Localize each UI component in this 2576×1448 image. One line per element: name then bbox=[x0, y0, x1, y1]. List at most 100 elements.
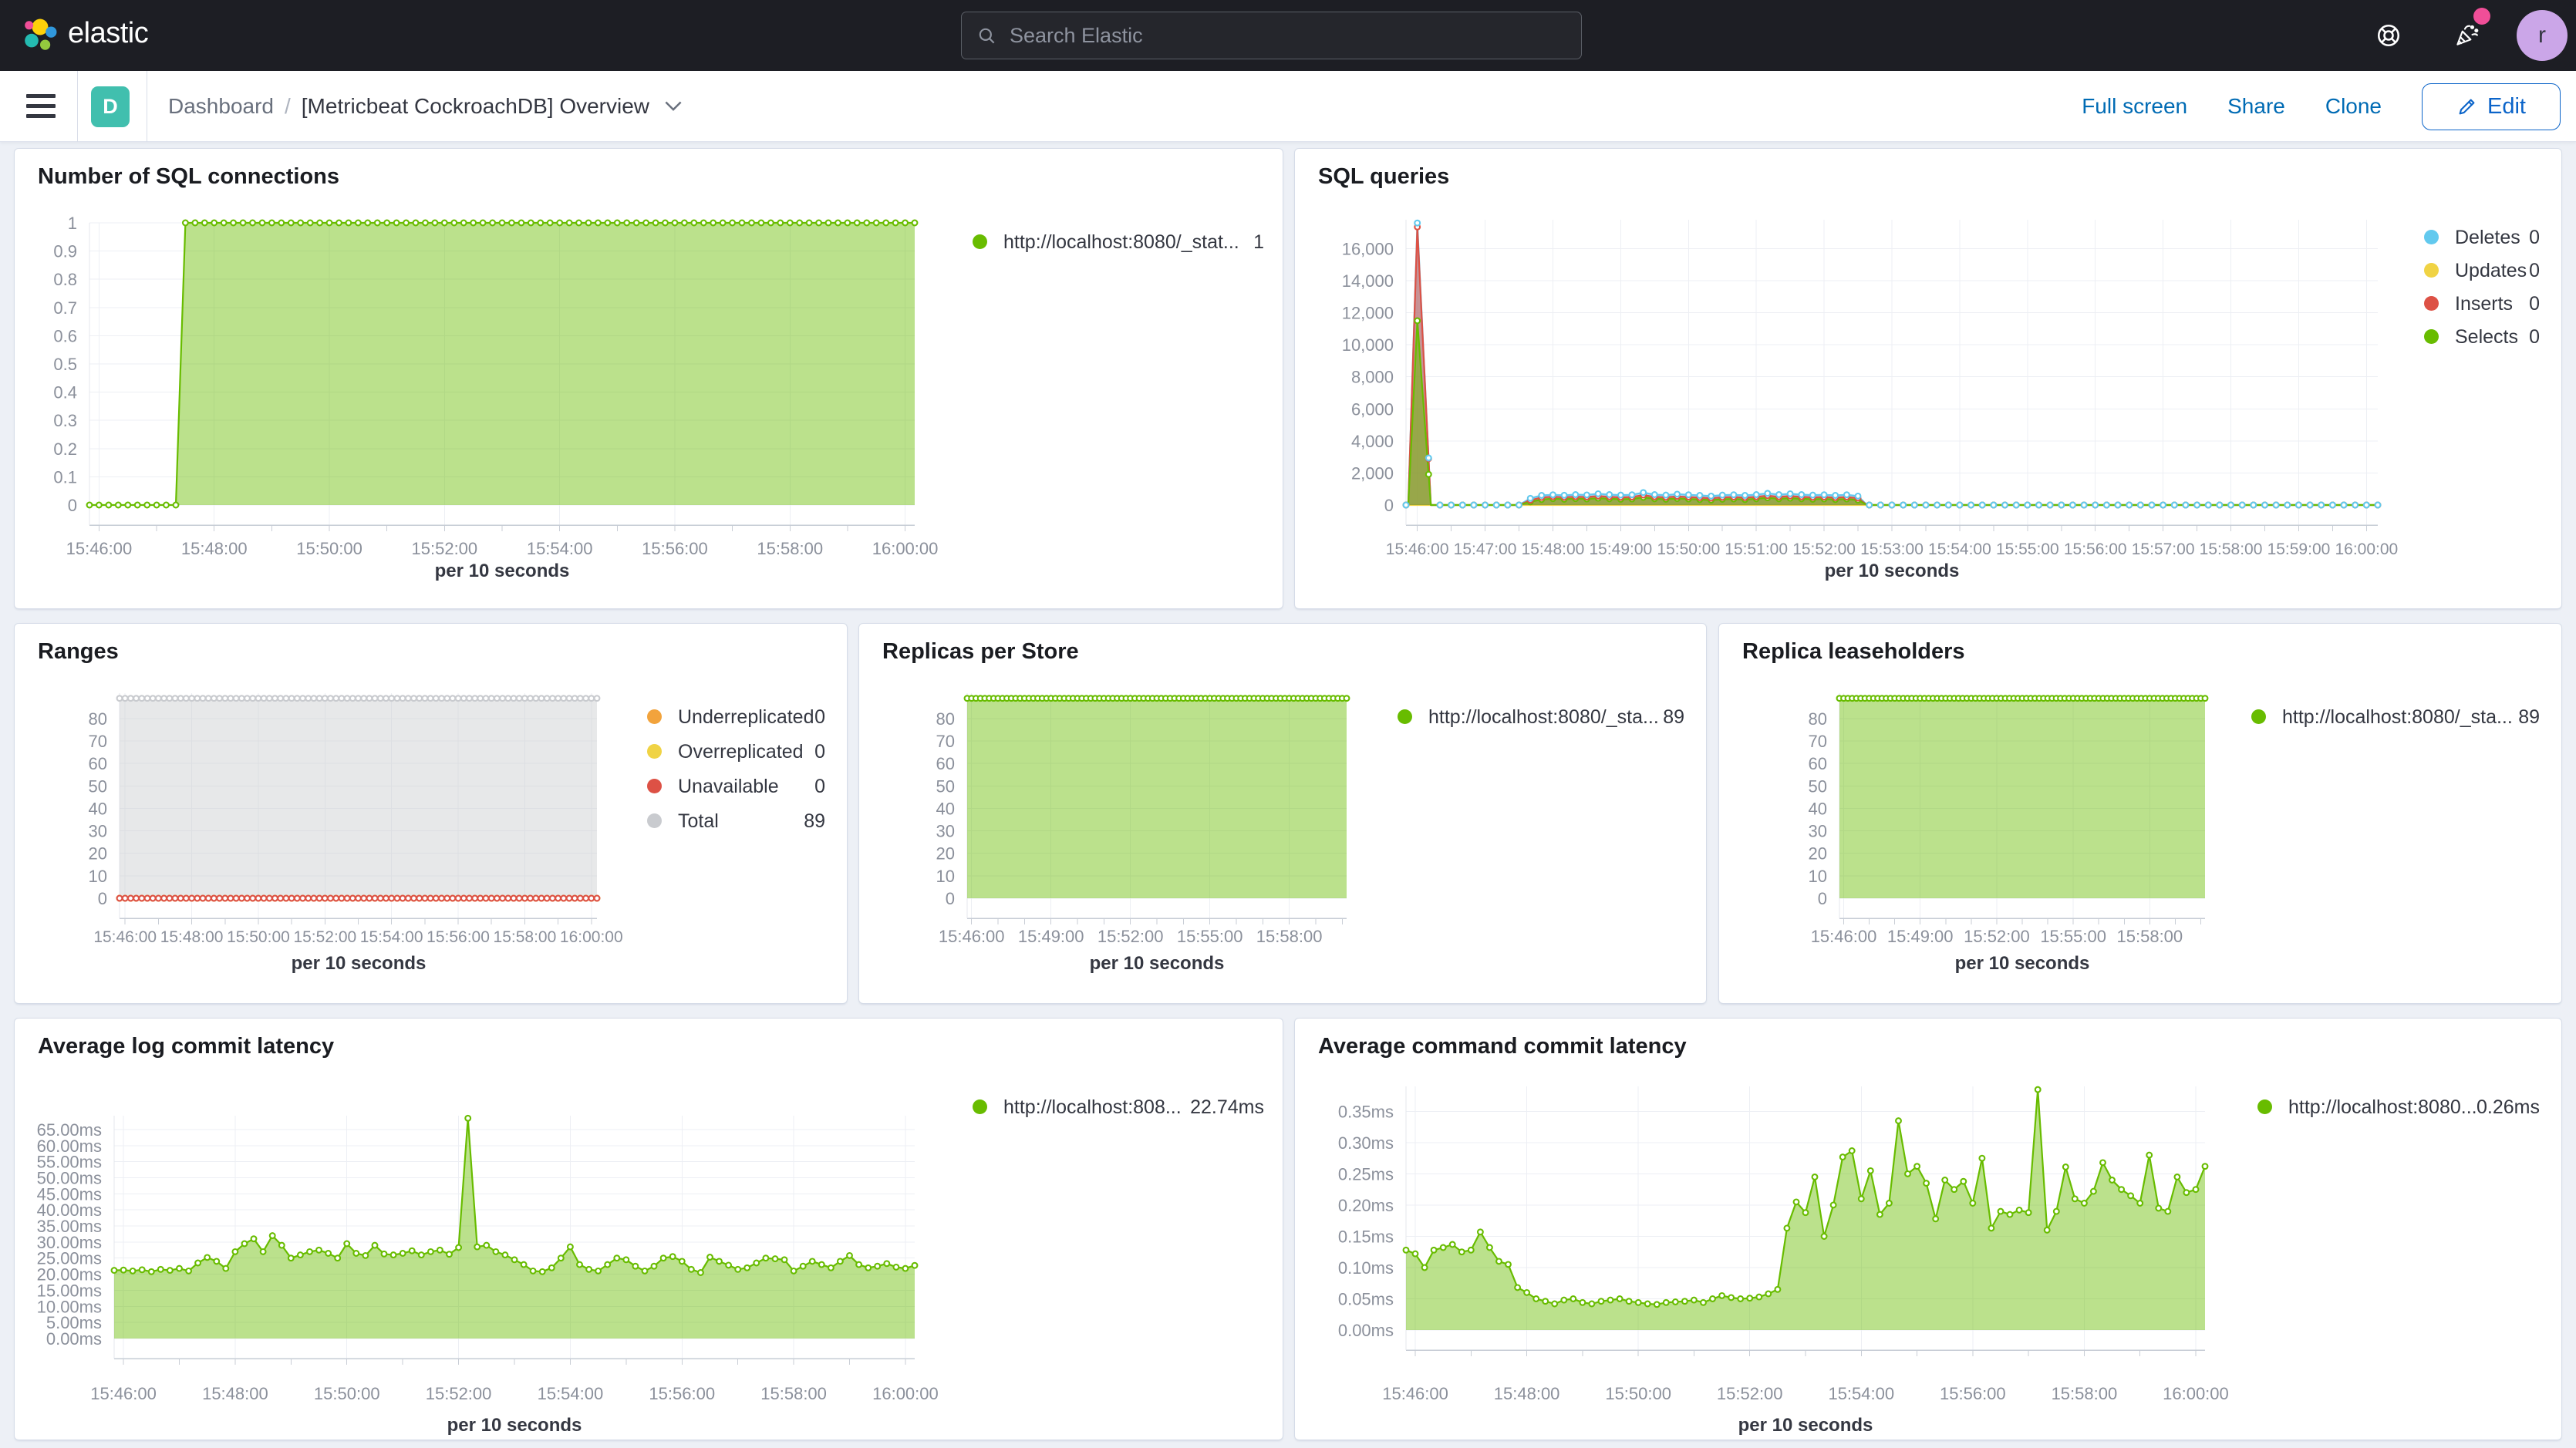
legend-item[interactable]: Updates 0 bbox=[1295, 258, 2563, 284]
data-marker bbox=[343, 1240, 351, 1248]
legend-item[interactable]: Overreplicated 0 bbox=[15, 739, 848, 765]
legend-item[interactable]: Inserts 0 bbox=[1295, 291, 2563, 317]
y-tick-label: 0.15ms bbox=[1338, 1227, 1394, 1246]
data-marker bbox=[576, 1261, 583, 1268]
data-marker bbox=[1411, 1250, 1419, 1258]
data-marker bbox=[1650, 491, 1658, 498]
data-marker bbox=[659, 1254, 667, 1262]
y-tick-label: 0.9 bbox=[53, 242, 77, 261]
data-marker bbox=[1774, 1285, 1782, 1293]
data-marker bbox=[835, 219, 841, 227]
data-marker bbox=[2146, 1151, 2153, 1159]
data-marker bbox=[892, 1263, 900, 1271]
data-marker bbox=[403, 219, 410, 227]
legend-item[interactable]: Total 89 bbox=[15, 808, 848, 834]
data-marker bbox=[2092, 501, 2099, 509]
legend-item[interactable]: http://localhost:8080/_sta... 89 bbox=[1719, 704, 2563, 730]
clone-button[interactable]: Clone bbox=[2325, 94, 2382, 118]
x-tick-label: 15:52:00 bbox=[1097, 927, 1164, 946]
y-tick-label: 10,000 bbox=[1342, 335, 1394, 355]
x-tick-label: 15:49:00 bbox=[1887, 927, 1954, 946]
data-marker bbox=[2216, 501, 2224, 509]
share-button[interactable]: Share bbox=[2227, 94, 2285, 118]
data-marker bbox=[911, 219, 919, 227]
data-marker bbox=[474, 1243, 481, 1251]
data-marker bbox=[1597, 1298, 1605, 1305]
data-marker bbox=[427, 894, 434, 902]
data-marker bbox=[613, 219, 621, 227]
y-tick-label: 12,000 bbox=[1342, 304, 1394, 323]
breadcrumb-dashboard-link[interactable]: Dashboard bbox=[168, 94, 274, 118]
data-marker bbox=[171, 695, 179, 702]
user-avatar[interactable]: r bbox=[2517, 10, 2568, 61]
data-marker bbox=[1997, 1207, 2004, 1215]
legend-item[interactable]: http://localhost:8080... 0.26ms bbox=[1295, 1094, 2563, 1120]
series-area bbox=[967, 698, 1347, 898]
elastic-logo-icon[interactable] bbox=[23, 19, 57, 52]
data-marker bbox=[595, 1267, 602, 1275]
global-search-input[interactable] bbox=[1010, 12, 1565, 59]
data-marker bbox=[216, 894, 224, 902]
sql-queries-chart[interactable]: 16,000 14,000 12,000 10,000 8,000 6,000 4,000 2… bbox=[1295, 149, 2563, 610]
help-icon[interactable] bbox=[2375, 22, 2402, 49]
y-tick-label: 0.00ms bbox=[46, 1329, 102, 1349]
data-marker bbox=[510, 894, 518, 902]
x-tick-label: 15:50:00 bbox=[1657, 540, 1720, 558]
newsfeed-party-icon[interactable] bbox=[2453, 22, 2479, 49]
data-marker bbox=[1674, 490, 1681, 498]
panel-sql-connections: Number of SQL connections 1 0.9 0.8 0.7 0.6 0… bbox=[14, 148, 1283, 609]
x-axis-label: per 10 seconds bbox=[1738, 1415, 1873, 1436]
data-marker bbox=[2183, 1189, 2190, 1197]
data-marker bbox=[853, 219, 861, 227]
data-marker bbox=[268, 219, 275, 227]
legend-item[interactable]: http://localhost:8080/_stat... 1 bbox=[15, 229, 1284, 255]
command-commit-latency-chart[interactable]: 0.35ms 0.30ms 0.25ms 0.20ms 0.15ms 0.10ms 0.05… bbox=[1295, 1019, 2563, 1441]
replicas-per-store-chart[interactable]: 80 70 60 50 40 30 20 10 0 15:46:00 15:49:00 15:52:0… bbox=[859, 624, 1708, 1005]
sql-connections-chart[interactable]: 1 0.9 0.8 0.7 0.6 0.5 0.4 0.3 0.2 0.1 0 15:46:00 15:… bbox=[15, 149, 1284, 610]
legend-item[interactable]: Selects 0 bbox=[1295, 324, 2563, 350]
y-tick-label: 80 bbox=[89, 709, 107, 729]
legend-item[interactable]: http://localhost:8080/_sta... 89 bbox=[859, 704, 1708, 730]
x-tick-label: 15:56:00 bbox=[642, 539, 708, 558]
data-marker bbox=[1495, 1258, 1502, 1265]
data-marker bbox=[576, 695, 584, 702]
data-marker bbox=[511, 1256, 518, 1264]
data-marker bbox=[241, 1240, 248, 1248]
legend-item[interactable]: Unavailable 0 bbox=[15, 773, 848, 800]
replica-leaseholders-chart[interactable]: 80 70 60 50 40 30 20 10 0 15:46:00 15:49:00 15:52:0… bbox=[1719, 624, 2563, 1005]
data-marker bbox=[133, 695, 140, 702]
y-tick-label: 25.00ms bbox=[37, 1249, 102, 1268]
legend-item[interactable]: Underreplicated 0 bbox=[15, 704, 848, 730]
data-marker bbox=[585, 1265, 593, 1273]
data-marker bbox=[1944, 501, 1952, 509]
data-marker bbox=[297, 219, 305, 227]
full-screen-button[interactable]: Full screen bbox=[2082, 94, 2188, 118]
dashboard-app-badge[interactable]: D bbox=[91, 86, 130, 127]
legend-item[interactable]: http://localhost:808... 22.74ms bbox=[15, 1094, 1284, 1120]
data-marker bbox=[147, 1268, 155, 1275]
data-marker bbox=[2089, 1187, 2097, 1195]
y-tick-label: 0.05ms bbox=[1338, 1289, 1394, 1308]
data-marker bbox=[464, 1114, 472, 1122]
menu-icon[interactable] bbox=[26, 91, 56, 120]
data-marker bbox=[222, 1264, 230, 1272]
y-tick-label: 50 bbox=[89, 776, 107, 796]
x-tick-label: 15:58:00 bbox=[760, 1384, 827, 1403]
page-title[interactable]: [Metricbeat CockroachDB] Overview bbox=[301, 94, 650, 118]
data-marker bbox=[1684, 491, 1692, 499]
x-tick-label: 15:51:00 bbox=[1725, 540, 1788, 558]
legend-item[interactable]: Deletes 0 bbox=[1295, 224, 2563, 251]
x-tick-label: 15:56:00 bbox=[649, 1384, 715, 1403]
ranges-chart[interactable]: 80 70 60 50 40 30 20 10 0 15:46:00 15:48:00 15:50:0… bbox=[15, 624, 848, 1005]
data-marker bbox=[571, 695, 578, 702]
data-marker bbox=[1876, 1211, 1883, 1218]
x-tick-label: 15:46:00 bbox=[1382, 1384, 1448, 1403]
data-marker bbox=[460, 894, 467, 902]
log-commit-latency-chart[interactable]: 65.00ms60.00ms55.00ms50.00ms45.00ms40.00… bbox=[15, 1019, 1284, 1441]
data-marker bbox=[734, 1265, 742, 1273]
data-marker bbox=[376, 695, 384, 702]
global-search-box[interactable] bbox=[961, 12, 1582, 59]
chevron-down-icon[interactable] bbox=[665, 101, 682, 112]
data-marker bbox=[310, 894, 318, 902]
edit-button[interactable]: Edit bbox=[2422, 83, 2561, 130]
